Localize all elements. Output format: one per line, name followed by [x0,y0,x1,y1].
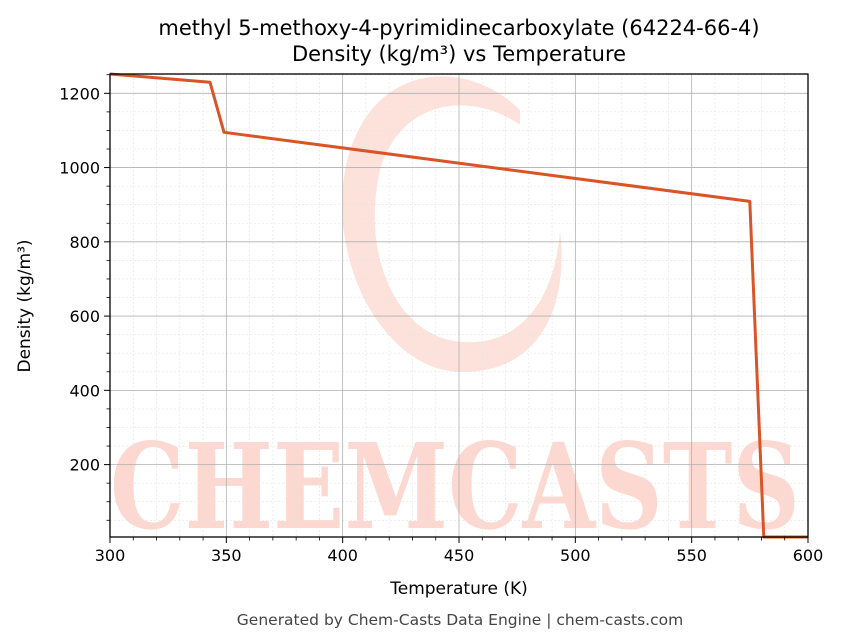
x-axis-label: Temperature (K) [389,579,528,599]
y-axis-label: Density (kg/m³) [15,239,35,372]
x-tick-label: 350 [211,546,242,565]
y-tick-label: 800 [69,233,100,252]
chart-subtitle: Density (kg/m³) vs Temperature [292,42,626,66]
y-tick-label: 1000 [59,159,100,178]
x-tick-label: 600 [793,546,824,565]
x-tick-label: 300 [95,546,126,565]
axis-ticks [104,74,809,543]
x-tick-label: 400 [327,546,358,565]
x-tick-label: 450 [444,546,475,565]
y-tick-label: 600 [69,307,100,326]
x-tick-label: 500 [560,546,591,565]
tick-labels: 300 350 400 450 500 550 600 200 400 600 800 1000 120… [59,84,823,565]
footer-credit: Generated by Chem-Casts Data Engine | ch… [237,611,683,629]
chemcasts-watermark: CHEMCASTS [110,76,800,556]
watermark-text: CHEMCASTS [110,417,800,556]
x-tick-label: 550 [676,546,707,565]
major-grid [110,74,808,537]
y-tick-label: 400 [69,381,100,400]
y-tick-label: 1200 [59,84,100,103]
y-tick-label: 200 [69,456,100,475]
chart-title: methyl 5-methoxy-4-pyrimidinecarboxylate… [158,16,759,40]
